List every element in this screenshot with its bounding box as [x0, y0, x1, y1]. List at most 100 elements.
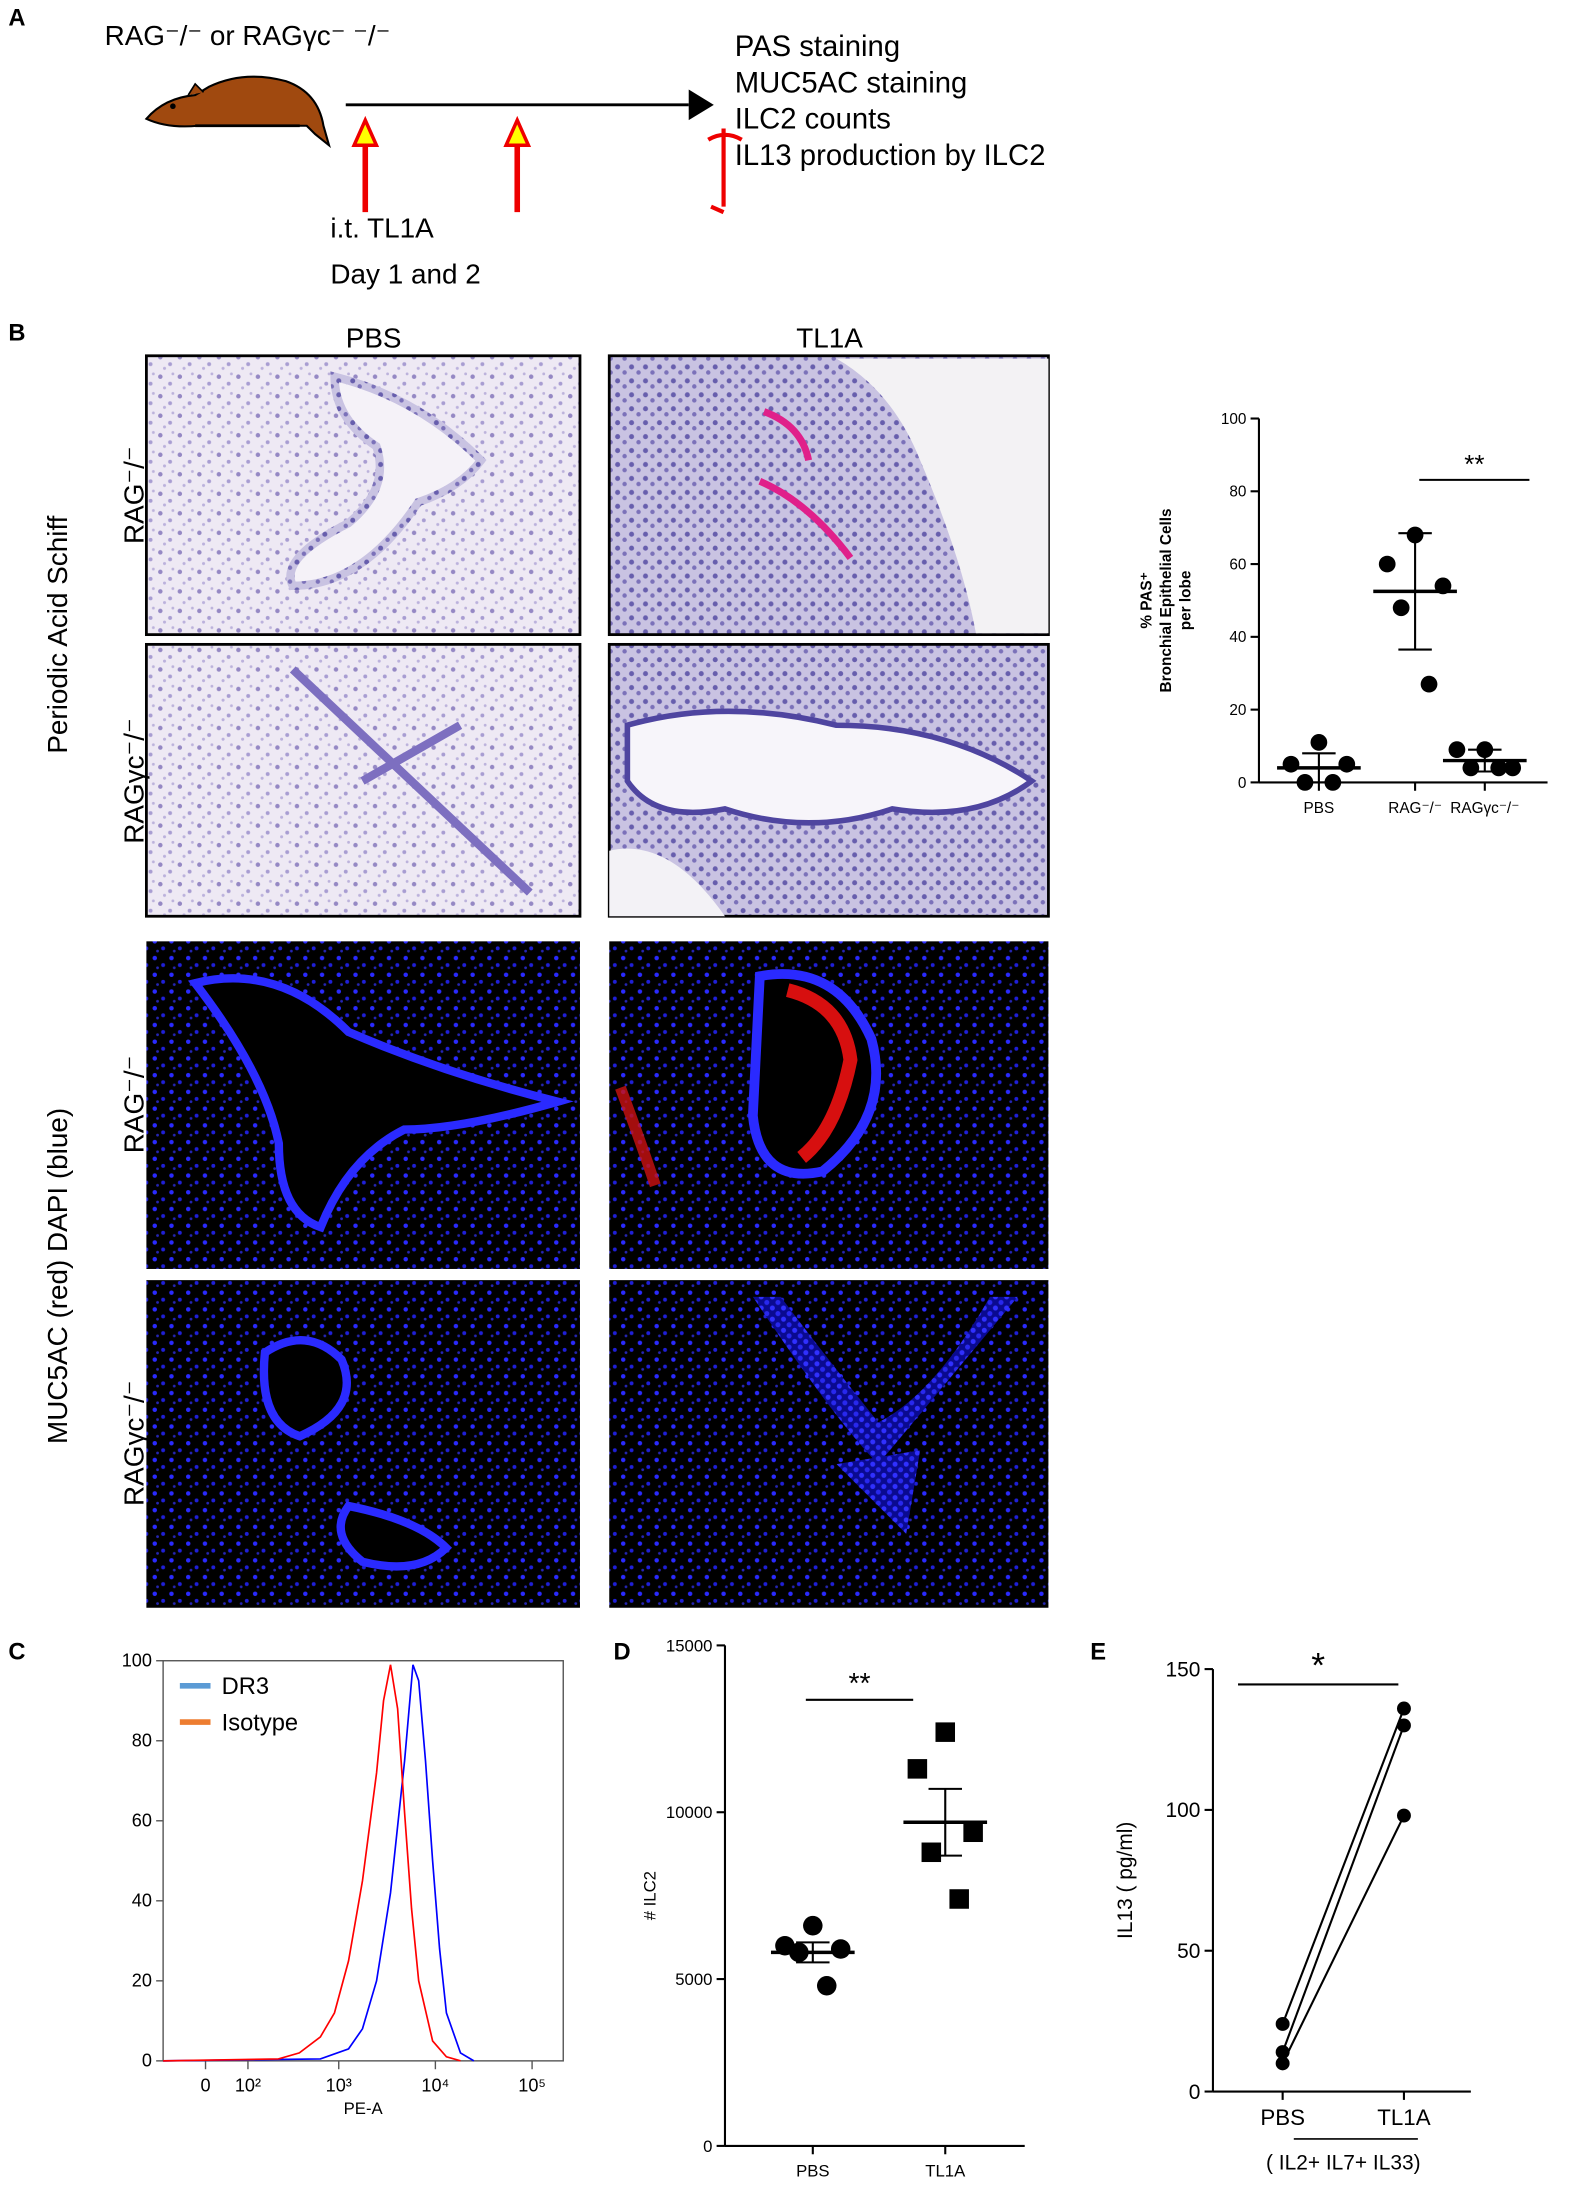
legend-label: DR3 [222, 1674, 269, 1700]
data-point [907, 1759, 928, 1779]
y-tick-label: 10000 [666, 1803, 713, 1822]
panel-label: A [8, 5, 25, 31]
treatment: i.t. TL1A [330, 212, 434, 243]
data-point [1396, 1701, 1411, 1716]
y-tick-label: 60 [1229, 556, 1246, 573]
row-label: RAGγc⁻/⁻ [119, 1381, 150, 1506]
pas-images [144, 354, 1050, 918]
data-point [1448, 741, 1466, 759]
data-point [1392, 599, 1410, 617]
y-tick-label: 50 [1177, 1940, 1200, 1963]
panel-label: B [8, 320, 25, 346]
error-bar [1468, 748, 1502, 773]
data-point [963, 1822, 983, 1843]
y-tick-label: 5000 [675, 1970, 712, 1989]
x-tick-label: TL1A [925, 2162, 966, 2181]
error-bar [928, 1787, 962, 1857]
pair-line [1281, 1725, 1405, 2053]
error-bar [1302, 752, 1336, 784]
stain-label: MUC5AC (red) DAPI (blue) [42, 1108, 73, 1444]
x-tick-label: RAGγc⁻/⁻ [1450, 800, 1519, 817]
data-point [935, 1722, 956, 1742]
y-tick-label: 40 [132, 1890, 152, 1910]
data-point [1275, 2016, 1290, 2031]
data-point [1420, 675, 1438, 693]
data-point [803, 1915, 823, 1936]
y-tick-label: 60 [132, 1810, 152, 1830]
readout: IL13 production by ILC2 [735, 140, 1046, 172]
x-tick-label: 10⁵ [518, 2076, 546, 2096]
treatment: Day 1 and 2 [330, 258, 480, 289]
y-tick-label: 0 [1238, 775, 1247, 792]
legend-label: Isotype [222, 1710, 298, 1736]
fluorescence-images [146, 941, 1049, 1608]
data-point [1396, 1718, 1411, 1733]
row-label: RAGγc⁻/⁻ [119, 718, 150, 843]
data-point [949, 1889, 969, 1909]
y-tick-label: 20 [132, 1970, 152, 1990]
row-label: RAG⁻/⁻ [119, 446, 150, 544]
y-axis-label: Bronchial Epithelial Cells [1158, 508, 1175, 692]
data-point [1282, 755, 1300, 773]
pair-line [1281, 1815, 1405, 2064]
data-point [1504, 759, 1522, 777]
x-tick-label: PBS [1304, 800, 1335, 817]
x-tick-label: 10⁴ [421, 2076, 449, 2096]
y-axis-label: # ILC2 [640, 1871, 659, 1920]
data-point [1275, 2056, 1290, 2071]
pair-line [1281, 1708, 1405, 2025]
y-tick-label: 20 [1229, 702, 1246, 719]
readout: PAS staining [735, 31, 900, 63]
panel-label: C [8, 1639, 25, 1665]
y-axis-label: IL13 ( pg/ml) [1114, 1822, 1137, 1939]
error-bar [796, 1941, 830, 1964]
x-tick-label: TL1A [1377, 2105, 1430, 2130]
x-tick-label: PBS [1260, 2105, 1305, 2130]
y-tick-label: 100 [1165, 1799, 1200, 1822]
plot-frame [162, 1660, 564, 2062]
x-axis-label: PE-A [344, 2099, 384, 2118]
column-header: PBS [346, 322, 402, 353]
timeline-arrowhead [688, 89, 714, 121]
readout: MUC5AC staining [735, 67, 968, 99]
data-point [1310, 734, 1328, 751]
y-tick-label: 80 [132, 1730, 152, 1750]
significance-label: ** [1464, 449, 1484, 479]
data-point [816, 1975, 837, 1996]
x-tick-label: 0 [200, 2076, 210, 2096]
y-tick-label: 0 [1189, 2081, 1201, 2104]
data-point [1396, 1808, 1411, 1823]
error-bar [1398, 532, 1432, 651]
readout: ILC2 counts [735, 104, 891, 136]
x-tick-label: RAG⁻/⁻ [1388, 800, 1442, 817]
y-tick-label: 0 [703, 2137, 712, 2156]
histogram-line [163, 1664, 475, 2062]
y-tick-label: 40 [1229, 629, 1246, 646]
y-axis-label: % PAS⁺ [1139, 572, 1156, 628]
y-axis-label: per lobe [1178, 571, 1195, 631]
mouse-icon [144, 75, 331, 149]
injection-arrows [351, 115, 743, 215]
strain-label: RAG⁻/⁻ or RAGγc⁻ ⁻/⁻ [105, 20, 391, 51]
y-tick-label: 80 [1229, 484, 1246, 501]
stain-label: Periodic Acid Schiff [42, 515, 73, 753]
panel-label: E [1090, 1639, 1106, 1665]
y-tick-label: 100 [122, 1650, 152, 1670]
data-point [1338, 755, 1356, 773]
x-tick-label: 10³ [326, 2076, 352, 2096]
row-label: RAG⁻/⁻ [119, 1056, 150, 1154]
significance-label: ** [848, 1668, 870, 1700]
y-tick-label: 0 [142, 2050, 152, 2070]
y-tick-label: 15000 [666, 1636, 713, 1655]
x-tick-label: PBS [796, 2162, 829, 2181]
x-tick-label: 10² [235, 2076, 261, 2096]
data-point [1378, 555, 1396, 573]
x-axis-label: ( IL2+ IL7+ IL33) [1266, 2152, 1421, 2175]
y-tick-label: 150 [1165, 1658, 1200, 1681]
y-tick-label: 100 [1221, 411, 1247, 428]
panel-label: D [613, 1639, 630, 1665]
histogram-line [163, 1664, 461, 2062]
data-point [830, 1939, 851, 1959]
